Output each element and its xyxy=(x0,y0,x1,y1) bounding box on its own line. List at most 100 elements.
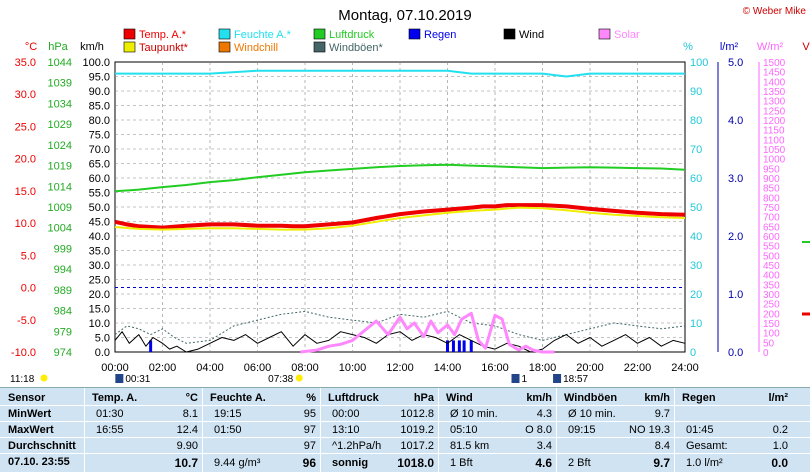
series-line-wind xyxy=(114,331,686,353)
table-row-divider xyxy=(0,405,810,406)
humidity-tick-label: 80 xyxy=(690,115,702,127)
stat-label: 09:15 xyxy=(568,424,596,436)
humidity-tick-label: 50 xyxy=(690,202,702,214)
sun-time-label: 11:18 xyxy=(10,374,35,385)
stats-table: Sensor MinWert MaxWert Durchschnitt 07.10. 2… xyxy=(0,387,810,472)
x-tick-label: 02:00 xyxy=(149,362,177,374)
axis-unit-rain: l/m² xyxy=(720,41,739,53)
sun-icon xyxy=(295,374,303,382)
stat-label: 1.0 l/m² xyxy=(686,457,723,469)
stat-label: 01:45 xyxy=(686,424,714,436)
rain-tick-label: 2.0 xyxy=(728,231,743,243)
column-unit: % xyxy=(306,392,316,404)
pressure-tick-label: 984 xyxy=(54,306,72,318)
legend-label: Solar xyxy=(614,29,640,41)
stat-value: 4.6 xyxy=(535,456,552,470)
wind-tick-label: 100.0 xyxy=(82,57,110,69)
legend-swatch xyxy=(503,28,516,40)
solar-tick-label: 0 xyxy=(763,348,769,359)
column-unit: °C xyxy=(185,392,198,404)
table-row-divider xyxy=(0,421,810,422)
legend-label: Regen xyxy=(424,29,456,41)
legend-swatch xyxy=(218,41,231,53)
table-column-divider xyxy=(674,388,675,472)
wind-tick-label: 70.0 xyxy=(89,144,110,156)
solar-tick-label: 300 xyxy=(763,290,780,301)
stat-value: 95 xyxy=(303,408,316,420)
column-header: Temp. A. xyxy=(92,392,138,404)
stat-label: 81.5 km xyxy=(450,440,490,452)
pressure-tick-label: 1039 xyxy=(48,78,72,90)
stat-value: NO 19.3 xyxy=(629,424,670,436)
solar-tick-label: 950 xyxy=(763,164,780,175)
table-column-divider xyxy=(320,388,321,472)
pressure-tick-label: 974 xyxy=(54,347,72,359)
column-header: Feuchte A. xyxy=(210,392,266,404)
solar-tick-label: 1250 xyxy=(763,106,786,117)
stat-label: 01:50 xyxy=(214,424,242,436)
x-tick-label: 06:00 xyxy=(244,362,272,374)
temp-tick-label: 35.0 xyxy=(15,57,36,69)
legend-label: Wind xyxy=(519,29,544,41)
stat-label: 9.44 g/m³ xyxy=(214,457,261,469)
moon-time-label: 1 xyxy=(522,374,528,385)
humidity-tick-label: 100 xyxy=(690,57,708,69)
solar-tick-label: 1350 xyxy=(763,87,786,98)
wind-tick-label: 90.0 xyxy=(89,86,110,98)
humidity-tick-label: 70 xyxy=(690,144,702,156)
legend-swatch xyxy=(123,28,136,40)
temp-tick-label: 15.0 xyxy=(15,186,36,198)
legend-swatch xyxy=(598,28,611,40)
column-unit: km/h xyxy=(644,392,670,404)
moon-time-label: 18:57 xyxy=(563,374,588,385)
stat-label: ^1.2hPa/h xyxy=(332,440,382,452)
moon-icon xyxy=(115,374,124,383)
solar-tick-label: 450 xyxy=(763,261,780,272)
x-tick-label: 24:00 xyxy=(671,362,699,374)
stat-value: O 8.0 xyxy=(525,424,552,436)
solar-tick-label: 500 xyxy=(763,251,780,262)
stat-label: 01:30 xyxy=(96,408,124,420)
legend-label: Feuchte A.* xyxy=(234,29,292,41)
humidity-tick-label: 30 xyxy=(690,260,702,272)
x-tick-label: 18:00 xyxy=(529,362,557,374)
moon-icon xyxy=(511,374,520,383)
pressure-tick-label: 1034 xyxy=(48,98,72,110)
x-tick-label: 00:00 xyxy=(101,362,129,374)
wind-tick-label: 75.0 xyxy=(89,130,110,142)
stat-label: sonnig xyxy=(332,457,369,469)
series-line-taupunkt xyxy=(114,206,686,231)
stat-value: 1017.2 xyxy=(400,440,434,452)
row-label: Durchschnitt xyxy=(8,440,76,452)
legend-label: Taupunkt* xyxy=(139,42,189,54)
series-line-solar xyxy=(300,311,555,354)
wind-tick-label: 20.0 xyxy=(89,289,110,301)
x-tick-label: 14:00 xyxy=(434,362,462,374)
table-row-divider xyxy=(0,453,810,454)
moon-time-label: 00:31 xyxy=(125,374,150,385)
wind-tick-label: 85.0 xyxy=(89,101,110,113)
legend-label: Temp. A.* xyxy=(139,29,187,41)
pressure-tick-label: 1024 xyxy=(48,140,72,152)
series-line-windb-en xyxy=(114,310,686,344)
row-label: Sensor xyxy=(8,392,46,404)
solar-tick-label: 750 xyxy=(763,203,780,214)
pressure-tick-label: 994 xyxy=(54,264,72,276)
solar-tick-label: 800 xyxy=(763,193,780,204)
wind-tick-label: 35.0 xyxy=(89,246,110,258)
stat-value: 12.4 xyxy=(176,424,198,436)
humidity-tick-label: 60 xyxy=(690,173,702,185)
weather-chart: Montag, 07.10.2019 © Weber Mike Temp. A.* F… xyxy=(10,6,810,385)
solar-tick-label: 250 xyxy=(763,300,780,311)
column-unit: hPa xyxy=(413,392,434,404)
stat-value: 1019.2 xyxy=(400,424,434,436)
pressure-tick-label: 1009 xyxy=(48,202,72,214)
pressure-tick-label: 1014 xyxy=(48,181,72,193)
stat-value: 1.0 xyxy=(772,440,788,452)
legend-label: Windchill xyxy=(234,42,278,54)
solar-tick-label: 900 xyxy=(763,174,780,185)
wind-tick-label: 25.0 xyxy=(89,275,110,287)
column-header: Luftdruck xyxy=(328,392,379,404)
series-line-feuchte-a xyxy=(115,69,685,78)
rain-tick-label: 1.0 xyxy=(728,289,743,301)
